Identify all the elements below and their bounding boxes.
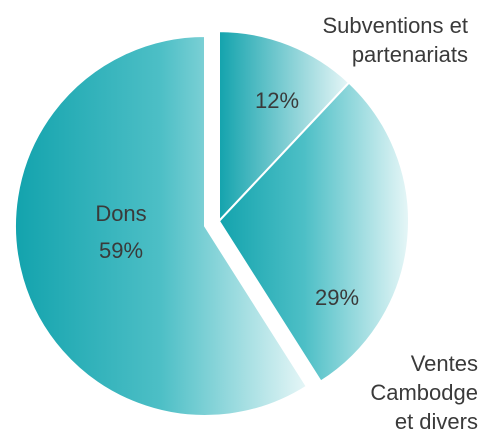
- outer-label-ventes-line3: et divers: [395, 409, 478, 434]
- slice-dons: [14, 34, 309, 417]
- slice-subventions: [218, 30, 351, 224]
- slice-ventes: [217, 81, 410, 383]
- slice-label-subventions-percent: 12%: [255, 88, 299, 113]
- slice-label-dons-percent: 59%: [99, 238, 143, 263]
- slice-label-dons-name: Dons: [95, 201, 146, 226]
- outer-label-subventions-line2: partenariats: [352, 42, 468, 67]
- outer-label-ventes-line1: Ventes: [411, 351, 478, 376]
- outer-label-subventions-line1: Subventions et: [322, 13, 468, 38]
- slice-label-ventes-percent: 29%: [315, 285, 359, 310]
- outer-label-ventes-line2: Cambodge: [370, 380, 478, 405]
